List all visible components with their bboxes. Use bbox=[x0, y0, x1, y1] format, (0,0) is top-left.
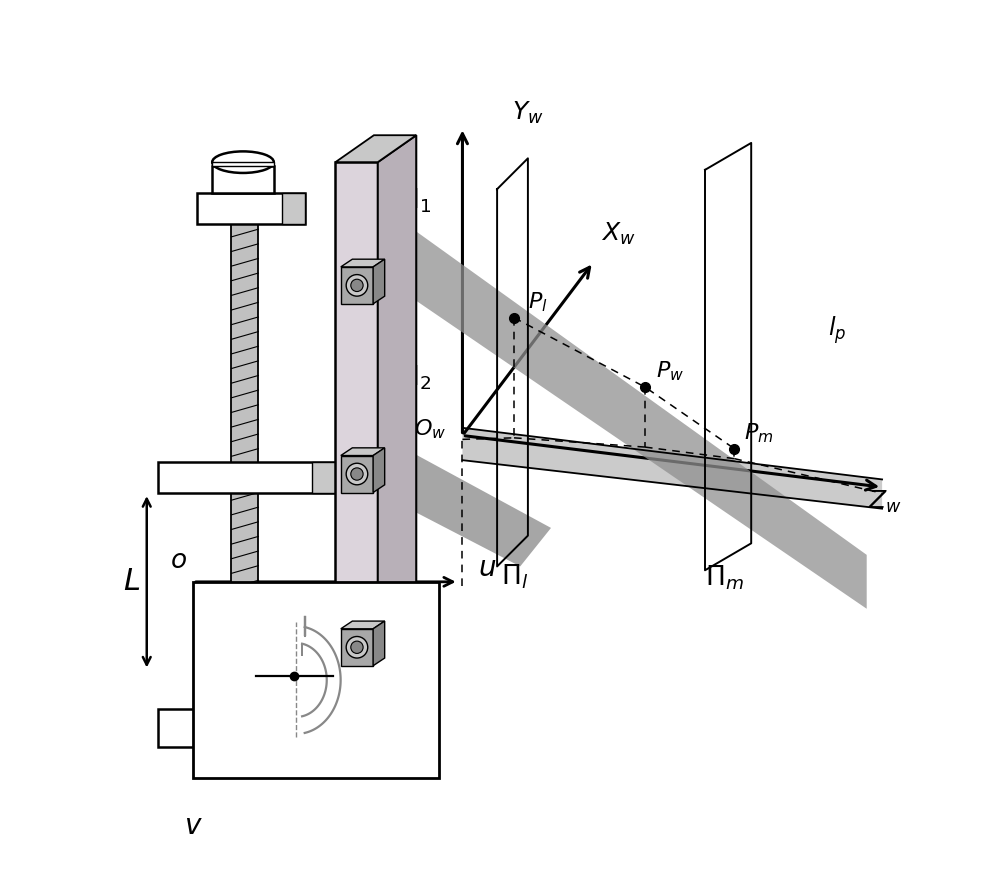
Circle shape bbox=[346, 637, 368, 658]
Text: $l_p$: $l_p$ bbox=[828, 314, 846, 345]
Polygon shape bbox=[341, 448, 385, 456]
Text: $o$: $o$ bbox=[170, 548, 187, 573]
Polygon shape bbox=[416, 455, 551, 566]
Text: $\Pi_l$: $\Pi_l$ bbox=[501, 562, 528, 591]
Bar bbox=[193, 582, 439, 778]
Polygon shape bbox=[231, 223, 258, 670]
Polygon shape bbox=[416, 231, 867, 608]
Text: $X_w$: $X_w$ bbox=[601, 221, 636, 247]
Text: $\Pi_2$: $\Pi_2$ bbox=[399, 364, 431, 392]
Text: $P_u$: $P_u$ bbox=[306, 658, 330, 682]
Circle shape bbox=[351, 641, 363, 653]
Circle shape bbox=[346, 464, 368, 485]
Text: $P_w$: $P_w$ bbox=[656, 359, 685, 383]
Text: $u$: $u$ bbox=[478, 555, 496, 582]
Text: $L$: $L$ bbox=[123, 566, 140, 597]
Polygon shape bbox=[282, 670, 305, 709]
Polygon shape bbox=[335, 162, 378, 747]
Text: $Z_w$: $Z_w$ bbox=[868, 488, 902, 515]
Text: $Y_w$: $Y_w$ bbox=[512, 100, 544, 126]
Polygon shape bbox=[335, 135, 416, 162]
Circle shape bbox=[351, 279, 363, 291]
Polygon shape bbox=[158, 463, 343, 494]
Circle shape bbox=[351, 468, 363, 480]
Polygon shape bbox=[341, 629, 373, 666]
Text: $\Pi_1$: $\Pi_1$ bbox=[399, 186, 431, 215]
Polygon shape bbox=[197, 670, 305, 709]
Polygon shape bbox=[312, 709, 343, 747]
Polygon shape bbox=[341, 260, 385, 267]
Polygon shape bbox=[373, 260, 385, 304]
Polygon shape bbox=[373, 448, 385, 493]
Text: $O_w$: $O_w$ bbox=[414, 418, 446, 442]
Polygon shape bbox=[197, 193, 305, 223]
Polygon shape bbox=[341, 621, 385, 629]
Polygon shape bbox=[212, 166, 274, 193]
Polygon shape bbox=[341, 267, 373, 304]
Text: $v$: $v$ bbox=[184, 812, 202, 840]
Polygon shape bbox=[212, 162, 274, 166]
Circle shape bbox=[346, 275, 368, 296]
Polygon shape bbox=[462, 428, 882, 509]
Polygon shape bbox=[373, 621, 385, 666]
Text: $\Pi_m$: $\Pi_m$ bbox=[705, 563, 744, 592]
Text: $P_m$: $P_m$ bbox=[744, 421, 773, 445]
Polygon shape bbox=[158, 709, 343, 747]
Polygon shape bbox=[378, 135, 416, 747]
Polygon shape bbox=[312, 463, 343, 494]
Polygon shape bbox=[282, 193, 305, 223]
Ellipse shape bbox=[212, 151, 274, 173]
Polygon shape bbox=[341, 456, 373, 493]
Text: $P_l$: $P_l$ bbox=[528, 291, 548, 314]
